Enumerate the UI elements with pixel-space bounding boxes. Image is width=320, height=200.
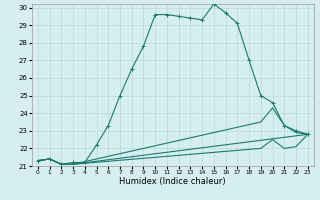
- X-axis label: Humidex (Indice chaleur): Humidex (Indice chaleur): [119, 177, 226, 186]
